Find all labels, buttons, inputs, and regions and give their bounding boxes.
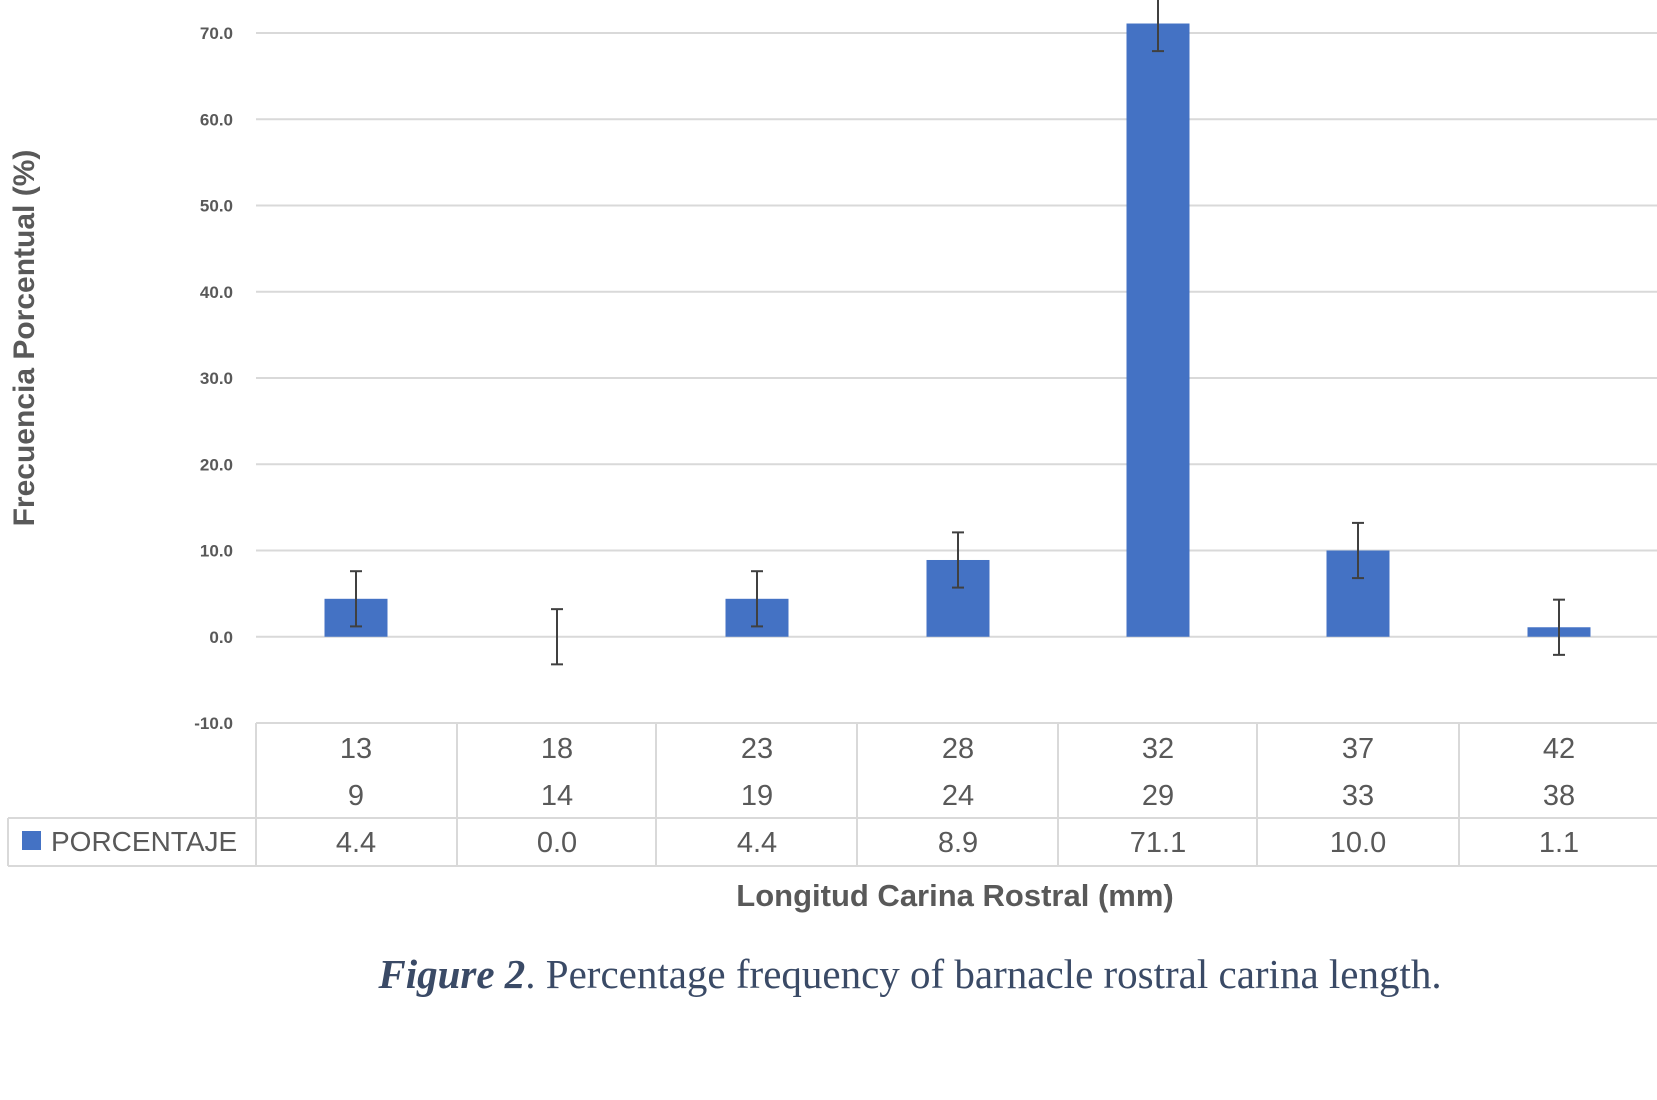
category-label-lower: 33	[1342, 780, 1374, 812]
category-label-upper: 23	[741, 733, 773, 765]
data-label: 4.4	[737, 827, 777, 859]
error-bar	[551, 608, 563, 666]
x-axis-label: Longitud Carina Rostral (mm)	[736, 878, 1173, 913]
y-tick-label: 20.0	[200, 455, 233, 474]
category-label-lower: 24	[942, 780, 974, 812]
y-tick-labels: 70.0 60.0 50.0 40.0 30.0 20.0 10.0 0.0 -10.0	[194, 24, 233, 733]
error-bar	[952, 531, 964, 589]
error-bar	[751, 570, 763, 628]
y-tick-label: 0.0	[209, 628, 233, 647]
data-label: 0.0	[537, 827, 577, 859]
category-label-upper: 28	[942, 733, 974, 765]
data-label: 10.0	[1330, 827, 1386, 859]
legend-label: PORCENTAJE	[51, 826, 237, 857]
error-bars	[350, 0, 1565, 666]
category-label-lower: 19	[741, 780, 773, 812]
category-label-upper: 13	[340, 733, 372, 765]
category-label-upper: 37	[1342, 733, 1374, 765]
legend-swatch	[22, 831, 41, 850]
y-tick-label: 10.0	[200, 542, 233, 561]
bar	[1126, 23, 1190, 637]
y-axis-label: Frecuencia Porcentual (%)	[8, 150, 41, 527]
figure-caption: Figure 2. Percentage frequency of barnac…	[377, 951, 1441, 997]
data-label: 4.4	[336, 827, 376, 859]
error-bar	[1152, 0, 1164, 53]
category-label-lower: 9	[348, 780, 364, 812]
category-label-upper: 18	[541, 733, 573, 765]
error-bar	[1352, 521, 1364, 580]
y-tick-label: -10.0	[194, 714, 233, 733]
y-tick-label: 40.0	[200, 283, 233, 302]
category-label-upper: 32	[1142, 733, 1174, 765]
category-label-lower: 29	[1142, 780, 1174, 812]
data-table: 13 9 4.4 18 14 0.0 23 19 4.4 28 24 8.9 32 29 71.1 37 33 1…	[7, 722, 1657, 867]
error-bar	[350, 570, 362, 628]
caption-text: . Percentage frequency of barnacle rostr…	[525, 951, 1441, 997]
y-tick-label: 50.0	[200, 197, 233, 216]
caption-label: Figure 2	[377, 951, 525, 997]
y-tick-label: 70.0	[200, 24, 233, 43]
category-label-lower: 38	[1543, 780, 1575, 812]
data-label: 71.1	[1130, 827, 1186, 859]
data-label: 1.1	[1539, 827, 1579, 859]
category-label-upper: 42	[1543, 733, 1575, 765]
data-label: 8.9	[938, 827, 978, 859]
category-label-lower: 14	[541, 780, 573, 812]
error-bar	[1553, 598, 1565, 656]
y-tick-label: 60.0	[200, 110, 233, 129]
gridlines	[256, 32, 1657, 638]
y-tick-label: 30.0	[200, 369, 233, 388]
